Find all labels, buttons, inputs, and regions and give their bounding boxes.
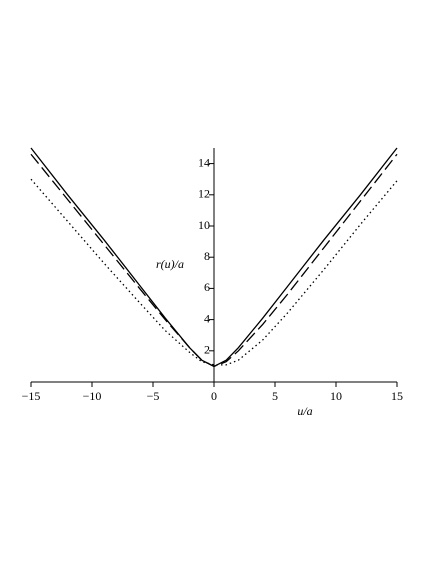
x-tick-label: −10 <box>83 389 102 403</box>
x-tick-label: 15 <box>391 389 403 403</box>
y-axis-label: r(u)/a <box>156 257 184 271</box>
y-tick-label: 12 <box>198 187 210 201</box>
y-tick-label: 14 <box>198 155 210 169</box>
y-tick-label: 4 <box>204 311 210 325</box>
x-tick-label: 5 <box>272 389 278 403</box>
y-tick-label: 10 <box>198 218 210 232</box>
y-tick-label: 2 <box>204 343 210 357</box>
x-axis-label: u/a <box>297 404 312 418</box>
line-series <box>30 153 398 368</box>
x-tick-label: −15 <box>22 389 41 403</box>
y-tick-label: 8 <box>204 249 210 263</box>
x-tick-label: 0 <box>211 389 217 403</box>
y-tick-label: 6 <box>204 280 210 294</box>
x-tick-label: −5 <box>147 389 160 403</box>
x-tick-label: 10 <box>330 389 342 403</box>
